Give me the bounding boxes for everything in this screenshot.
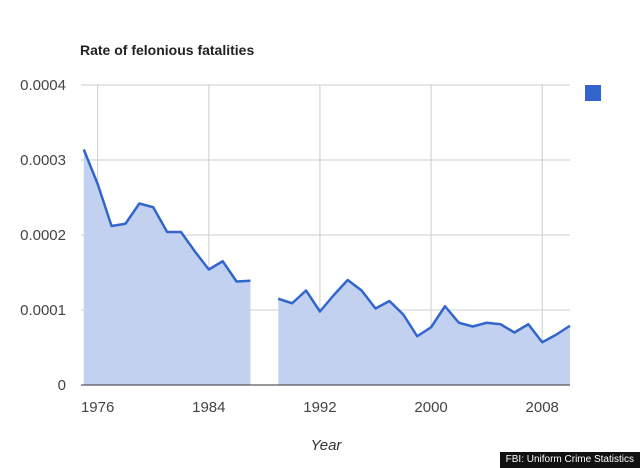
- series-area: [83, 149, 251, 385]
- x-tick-label: 1976: [81, 399, 114, 416]
- series-line: [82, 149, 251, 283]
- y-tick-label: 0.0004: [20, 77, 66, 94]
- x-tick-label: 2008: [526, 399, 559, 416]
- y-tick-label: 0.0003: [20, 152, 66, 169]
- x-tick-label: 1992: [303, 399, 336, 416]
- y-tick-label: 0.0001: [20, 302, 66, 319]
- area-fill-layer: [83, 149, 570, 385]
- x-axis-title: Year: [311, 437, 343, 454]
- x-tick-label: 1984: [192, 399, 225, 416]
- x-axis-ticks: 1976 1984 1992 2000 2008: [81, 399, 559, 416]
- chart-title: Rate of felonious fatalities: [80, 42, 254, 58]
- series-line-layer: [82, 149, 571, 344]
- y-tick-label: 0: [58, 377, 66, 394]
- source-note: FBI: Uniform Crime Statistics: [499, 452, 640, 468]
- x-tick-label: 2000: [414, 399, 447, 416]
- legend-swatch[interactable]: [585, 85, 601, 101]
- y-axis-ticks: 0 0.0001 0.0002 0.0003 0.0004: [20, 77, 66, 394]
- series-line: [277, 278, 571, 344]
- y-tick-label: 0.0002: [20, 227, 66, 244]
